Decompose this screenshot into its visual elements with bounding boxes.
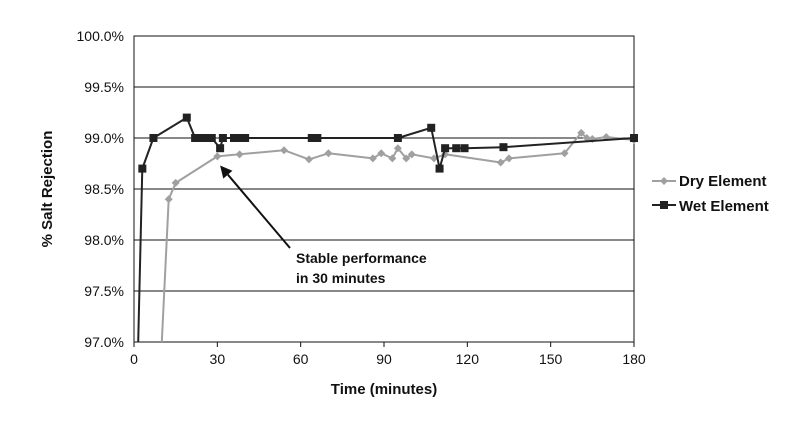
y-tick-label: 97.5% [84, 283, 124, 299]
data-point [324, 149, 333, 158]
data-point [218, 134, 227, 142]
data-point [560, 149, 569, 158]
data-point [171, 178, 180, 187]
series-wet-element [137, 113, 638, 343]
data-point [427, 123, 436, 132]
x-tick-label: 30 [210, 351, 226, 367]
data-point [368, 154, 377, 163]
x-axis-tick-labels: 0 30 60 90 120 150 180 [130, 342, 646, 367]
data-point [505, 154, 513, 163]
y-tick-label: 98.0% [84, 232, 124, 248]
y-axis-tick-labels: 97.0% 97.5% 98.0% 98.5% 99.0% 99.5% 100.0% [77, 28, 124, 350]
series-dry-element [160, 128, 638, 343]
legend: Dry Element Wet Element [652, 173, 769, 215]
data-point [388, 154, 397, 163]
data-point [460, 144, 469, 153]
data-point [164, 195, 173, 204]
data-point [402, 154, 411, 163]
data-point [207, 134, 216, 142]
annotation: Stable performance in 30 minutes [220, 165, 427, 286]
data-point [230, 134, 238, 142]
data-point [393, 144, 402, 153]
data-point [430, 154, 438, 163]
data-point [216, 144, 225, 153]
data-point [407, 150, 416, 159]
data-point [280, 146, 288, 155]
annotation-arrow-head [220, 165, 233, 179]
y-tick-label: 100.0% [77, 28, 124, 44]
y-tick-label: 99.0% [84, 130, 124, 146]
x-tick-label: 180 [622, 351, 646, 367]
data-point [313, 134, 322, 142]
data-point [202, 134, 211, 142]
series-line [137, 116, 635, 343]
data-point [630, 134, 638, 142]
legend-wet-label: Wet Element [679, 198, 769, 215]
data-point [307, 134, 316, 142]
data-point [452, 144, 461, 153]
legend-dry-marker [660, 177, 668, 185]
data-point [149, 134, 158, 142]
data-point [138, 164, 147, 173]
data-point [241, 134, 250, 142]
x-tick-label: 120 [456, 351, 480, 367]
data-point [196, 134, 205, 142]
x-axis-title: Time (minutes) [331, 381, 437, 398]
data-point [582, 134, 591, 142]
data-point [377, 149, 386, 158]
legend-dry-label: Dry Element [679, 173, 767, 190]
x-tick-label: 0 [130, 351, 138, 367]
data-point [393, 134, 402, 142]
x-tick-label: 60 [293, 351, 309, 367]
data-point [213, 152, 222, 161]
y-tick-label: 99.5% [84, 79, 124, 95]
y-tick-label: 97.0% [84, 334, 124, 350]
annotation-line-1: Stable performance [296, 250, 427, 266]
x-tick-label: 150 [539, 351, 563, 367]
data-point [191, 134, 200, 142]
data-point [496, 158, 505, 167]
data-point [182, 113, 191, 122]
x-tick-label: 90 [376, 351, 392, 367]
data-point [577, 128, 586, 137]
data-point [235, 150, 244, 159]
data-point [435, 164, 444, 173]
gridlines [134, 86, 634, 292]
data-point [441, 144, 450, 153]
data-point [235, 134, 244, 142]
annotation-arrow [227, 174, 291, 249]
data-point [305, 155, 313, 164]
series-line [160, 131, 635, 343]
y-axis-title: % Salt Rejection [39, 131, 56, 248]
legend-wet-marker [660, 201, 668, 209]
data-point [499, 143, 508, 152]
annotation-line-2: in 30 minutes [296, 270, 386, 286]
series-layer [137, 113, 638, 343]
y-tick-label: 98.5% [84, 181, 124, 197]
